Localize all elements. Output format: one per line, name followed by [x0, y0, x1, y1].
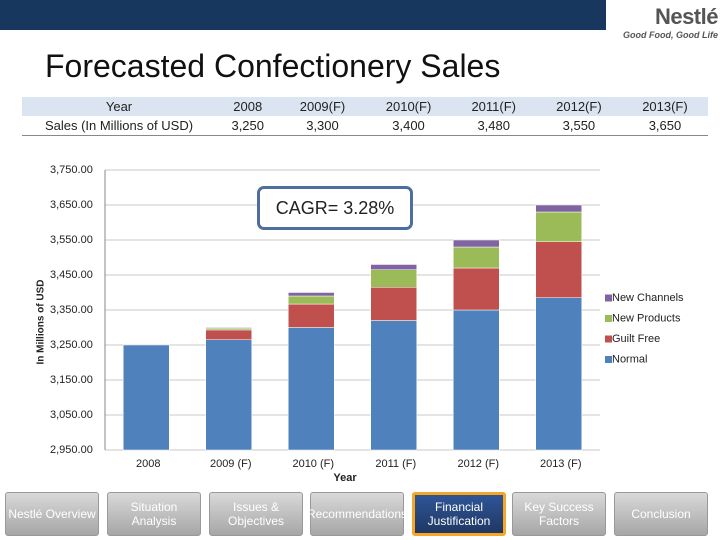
- nav-button[interactable]: Nestlé Overview: [5, 492, 99, 536]
- y-tick-label: 3,350.00: [50, 304, 93, 316]
- slide-title: Forecasted Confectionery Sales: [45, 48, 501, 84]
- table-cell: 3,480: [451, 116, 536, 136]
- table-cell: 2009(F): [279, 97, 366, 116]
- x-tick-label: 2011 (F): [375, 458, 416, 470]
- bar-segment: [453, 267, 500, 311]
- bar-segment: [453, 239, 500, 248]
- table-row: Sales (In Millions of USD) 3,250 3,300 3,40…: [22, 116, 708, 136]
- bar-segment: [453, 309, 500, 451]
- table-cell: 3,300: [279, 116, 366, 136]
- table-cell: 2012(F): [535, 97, 622, 116]
- x-axis-label: Year: [333, 472, 357, 484]
- nav-button[interactable]: Conclusion: [614, 492, 708, 536]
- bar-segment: [535, 241, 582, 298]
- x-tick-label: 2013 (F): [540, 458, 582, 470]
- bar-segment: [535, 211, 582, 242]
- legend-swatch: [605, 335, 612, 343]
- bar-segment: [535, 204, 582, 213]
- table-cell: 2010(F): [365, 97, 452, 116]
- bar-segment: [370, 320, 417, 451]
- bar-segment: [370, 269, 417, 288]
- bar-segment: [370, 287, 417, 321]
- table-cell: 3,400: [365, 116, 452, 136]
- bar-segment: [288, 295, 335, 305]
- y-tick-label: 3,450.00: [50, 269, 93, 281]
- nav-button[interactable]: Key Success Factors: [512, 492, 606, 536]
- bar-segment: [288, 303, 335, 328]
- legend-label: Normal: [612, 353, 647, 365]
- y-tick-label: 3,750.00: [50, 164, 93, 176]
- legend-swatch: [605, 294, 612, 302]
- legend-label: Guilt Free: [612, 333, 660, 345]
- cagr-annotation: CAGR= 3.28%: [257, 186, 413, 230]
- y-tick-label: 2,950.00: [50, 444, 93, 456]
- logo-tagline: Good Food, Good Life: [623, 30, 718, 40]
- legend-swatch: [605, 356, 612, 363]
- x-tick-label: 2008: [136, 458, 160, 470]
- x-tick-label: 2009 (F): [210, 458, 252, 470]
- nav-button[interactable]: Financial Justification: [412, 492, 506, 536]
- bar-segment: [288, 292, 335, 297]
- table-cell: 2011(F): [451, 97, 536, 116]
- y-tick-label: 3,650.00: [50, 199, 93, 211]
- table-row: Year 2008 2009(F) 2010(F) 2011(F) 2012(F) 2013…: [22, 97, 708, 116]
- x-tick-label: 2010 (F): [292, 458, 334, 470]
- y-tick-label: 3,150.00: [50, 374, 93, 386]
- nav-button[interactable]: Recommendations: [307, 492, 407, 536]
- nav-button[interactable]: Situation Analysis: [107, 492, 201, 536]
- table-cell: 3,250: [216, 116, 280, 136]
- nav-button[interactable]: Issues & Objectives: [209, 492, 303, 536]
- bar-segment: [205, 339, 252, 451]
- sales-table: Year 2008 2009(F) 2010(F) 2011(F) 2012(F) 2013…: [22, 97, 708, 136]
- y-tick-label: 3,550.00: [50, 234, 93, 246]
- bar-segment: [205, 329, 252, 341]
- logo: Nestlé Good Food, Good Life: [612, 4, 718, 44]
- bar-segment: [123, 344, 170, 451]
- y-tick-label: 3,050.00: [50, 409, 93, 421]
- legend-label: New Products: [612, 312, 681, 324]
- y-tick-label: 3,250.00: [50, 339, 93, 351]
- bar-segment: [453, 246, 500, 269]
- bar-segment: [288, 327, 335, 451]
- table-cell: 2013(F): [621, 97, 708, 116]
- table-cell: 3,650: [621, 116, 708, 136]
- table-cell: Year: [22, 97, 216, 116]
- table-cell: 3,550: [535, 116, 622, 136]
- table-cell: Sales (In Millions of USD): [22, 116, 216, 136]
- legend-label: New Channels: [612, 292, 684, 304]
- table-cell: 2008: [216, 97, 280, 116]
- top-bar: [0, 0, 606, 30]
- logo-brand: Nestlé: [654, 4, 719, 29]
- bar-segment: [535, 297, 582, 451]
- bar-segment: [370, 264, 417, 270]
- bar-segment: [205, 327, 252, 329]
- y-axis-label: In Millions of USD: [36, 280, 47, 365]
- x-tick-label: 2012 (F): [457, 458, 499, 470]
- legend-swatch: [605, 315, 612, 322]
- bar-segment: [205, 327, 252, 331]
